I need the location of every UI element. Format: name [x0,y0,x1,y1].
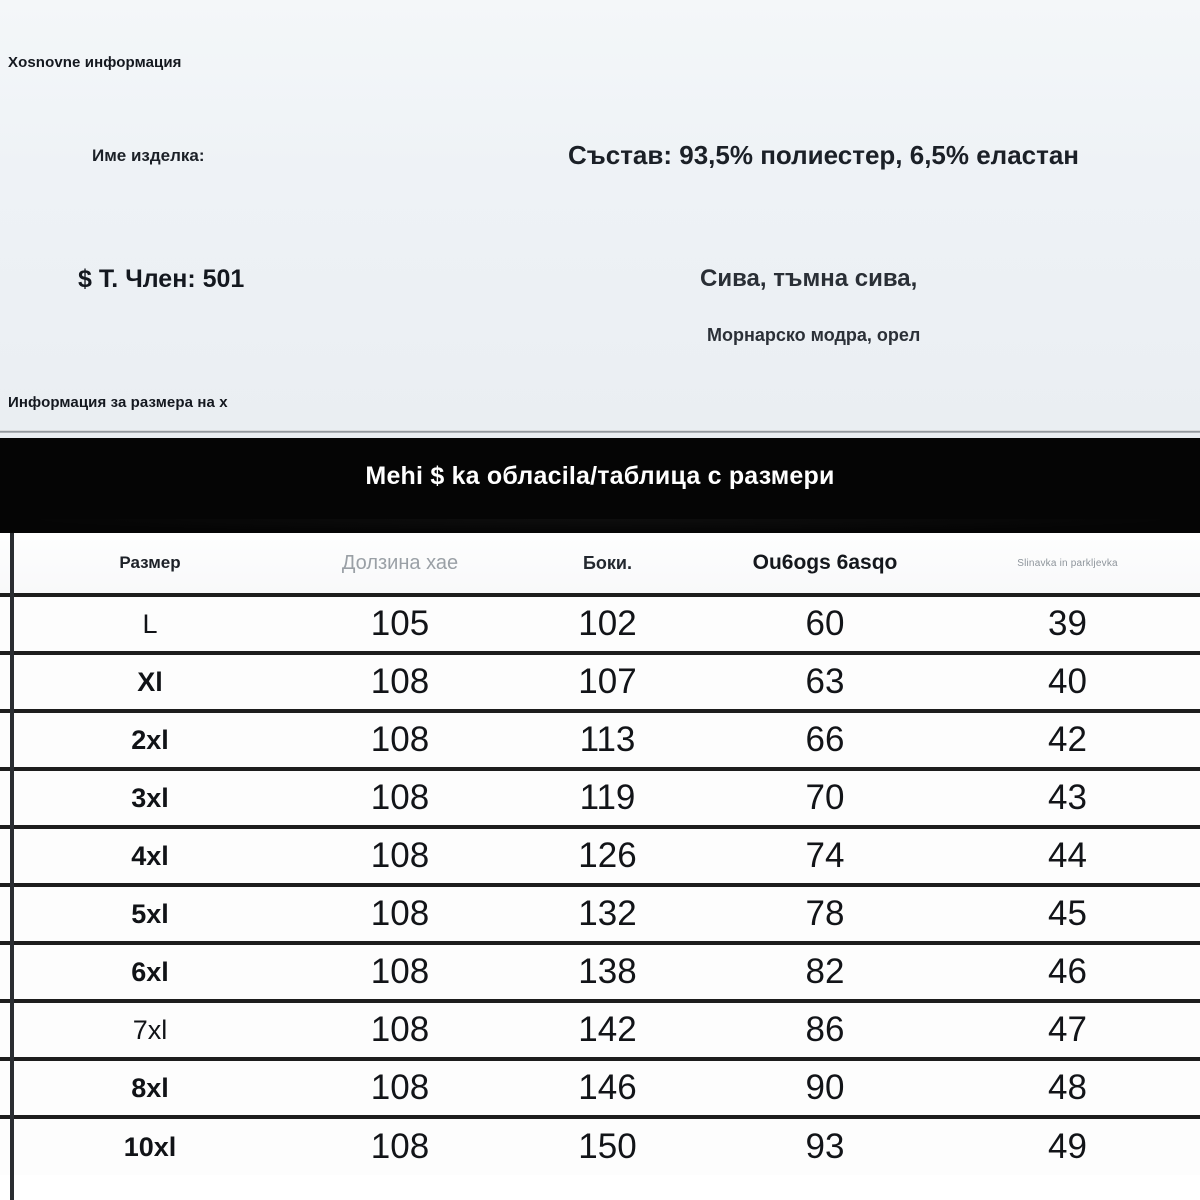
size-chart-banner-title: Mehi $ ka облacila/таблица с размери [365,462,835,490]
cell-extra: 49 [935,1117,1200,1175]
table-row: 8xl 108 146 90 48 [0,1059,1200,1119]
column-header-sleeve: Ou6ogs 6asqo [715,533,935,597]
cell-sleeve: 78 [715,885,935,945]
cell-sleeve: 74 [715,827,935,887]
cell-size: 10xl [0,1117,300,1175]
column-header-size: Размер [0,533,300,597]
cell-size: 3xl [0,769,300,829]
colors-primary-value: Сива, тъмна сива, [700,265,918,292]
cell-extra: 48 [935,1059,1200,1119]
cell-length: 108 [300,885,500,945]
table-left-border [10,533,14,1200]
cell-extra: 40 [935,653,1200,713]
basic-info-section-title: Xosnovne информация [8,54,182,71]
table-row: L 105 102 60 39 [0,595,1200,655]
cell-sleeve: 90 [715,1059,935,1119]
cell-extra: 42 [935,711,1200,771]
table-row: Xl 108 107 63 40 [0,653,1200,713]
cell-length: 108 [300,769,500,829]
table-header-row: Размер Долзина хае Боки. Ou6ogs 6asqo Sl… [0,533,1200,597]
size-info-section-title: Информация за размера на х [8,394,228,411]
composition-value: Състав: 93,5% полиестер, 6,5% еластан [568,140,1080,170]
cell-size: 6xl [0,943,300,1003]
cell-size: 5xl [0,885,300,945]
size-chart-table: Размер Долзина хае Боки. Ou6ogs 6asqo Sl… [0,533,1200,1175]
cell-length: 108 [300,1117,500,1175]
table-row: 3xl 108 119 70 43 [0,769,1200,829]
table-row: 6xl 108 138 82 46 [0,943,1200,1003]
column-header-extra: Slinavka in parkljevka [935,533,1200,597]
cell-sleeve: 93 [715,1117,935,1175]
cell-sleeve: 82 [715,943,935,1003]
cell-length: 108 [300,1059,500,1119]
cell-sleeve: 86 [715,1001,935,1061]
cell-hips: 113 [500,711,715,771]
cell-size: 8xl [0,1059,300,1119]
column-header-length: Долзина хае [300,533,500,597]
cell-hips: 102 [500,595,715,655]
cell-length: 105 [300,595,500,655]
cell-hips: 146 [500,1059,715,1119]
cell-hips: 119 [500,769,715,829]
cell-extra: 47 [935,1001,1200,1061]
cell-sleeve: 66 [715,711,935,771]
cell-length: 108 [300,653,500,713]
table-row: 2xl 108 113 66 42 [0,711,1200,771]
cell-length: 108 [300,711,500,771]
cell-sleeve: 60 [715,595,935,655]
cell-extra: 44 [935,827,1200,887]
cell-hips: 132 [500,885,715,945]
cell-size: 7xl [0,1001,300,1061]
cell-length: 108 [300,1001,500,1061]
cell-extra: 43 [935,769,1200,829]
table-body: L 105 102 60 39 Xl 108 107 63 40 2xl 108… [0,595,1200,1175]
cell-hips: 138 [500,943,715,1003]
size-chart-table-container: Размер Долзина хае Боки. Ou6ogs 6asqo Sl… [0,533,1200,1200]
article-number-value: $ Т. Член: 501 [78,265,245,293]
table-row: 7xl 108 142 86 47 [0,1001,1200,1061]
product-name-label: Име изделка: [92,146,205,165]
cell-size: Xl [0,653,300,713]
cell-size: 4xl [0,827,300,887]
cell-sleeve: 63 [715,653,935,713]
table-row: 10xl 108 150 93 49 [0,1117,1200,1175]
cell-extra: 45 [935,885,1200,945]
cell-size: 2xl [0,711,300,771]
section-divider [0,430,1200,433]
table-row: 4xl 108 126 74 44 [0,827,1200,887]
table-row: 5xl 108 132 78 45 [0,885,1200,945]
cell-hips: 126 [500,827,715,887]
cell-length: 108 [300,943,500,1003]
column-header-hips: Боки. [500,533,715,597]
cell-extra: 39 [935,595,1200,655]
cell-sleeve: 70 [715,769,935,829]
colors-secondary-value: Морнарско модра, орел [707,325,921,345]
cell-hips: 142 [500,1001,715,1061]
cell-hips: 107 [500,653,715,713]
cell-hips: 150 [500,1117,715,1175]
cell-extra: 46 [935,943,1200,1003]
cell-length: 108 [300,827,500,887]
basic-info-panel: Xosnovne информация Име изделка: $ Т. Чл… [0,0,1200,438]
cell-size: L [0,595,300,655]
size-chart-banner: Mehi $ ka облacila/таблица с размери [0,438,1200,533]
